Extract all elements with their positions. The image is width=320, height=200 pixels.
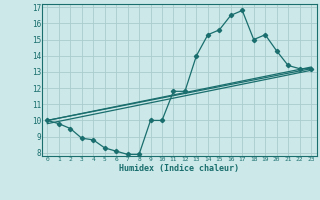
X-axis label: Humidex (Indice chaleur): Humidex (Indice chaleur) bbox=[119, 164, 239, 173]
